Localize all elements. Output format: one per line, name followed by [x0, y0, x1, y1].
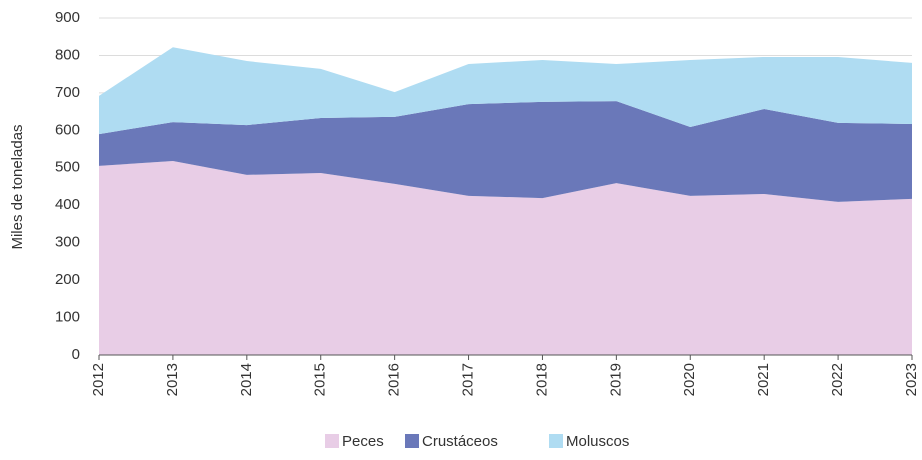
x-tick-label: 2023: [903, 363, 920, 396]
x-tick-label: 2014: [238, 363, 255, 396]
y-tick-label: 400: [55, 196, 80, 213]
y-tick-label: 0: [72, 346, 80, 363]
legend-swatch: [405, 434, 419, 448]
x-tick-label: 2022: [829, 363, 846, 396]
x-tick-label: 2021: [755, 363, 772, 396]
y-tick-label: 600: [55, 121, 80, 138]
y-tick-label: 300: [55, 234, 80, 251]
x-tick-label: 2016: [386, 363, 403, 396]
legend-label: Peces: [342, 433, 384, 450]
legend-swatch: [325, 434, 339, 448]
x-tick-label: 2017: [460, 363, 477, 396]
x-tick-label: 2018: [533, 363, 550, 396]
y-tick-label: 700: [55, 84, 80, 101]
legend-label: Moluscos: [566, 433, 629, 450]
area: [99, 47, 912, 135]
x-tick-label: 2013: [164, 363, 181, 396]
x-tick-label: 2020: [681, 363, 698, 396]
y-tick-label: 100: [55, 309, 80, 326]
legend-swatch: [549, 434, 563, 448]
y-tick-label: 800: [55, 46, 80, 63]
y-tick-label: 500: [55, 159, 80, 176]
x-tick-label: 2019: [607, 363, 624, 396]
area: [99, 161, 912, 355]
y-tick-label: 200: [55, 271, 80, 288]
x-tick-label: 2015: [312, 363, 329, 396]
y-tick-label: 900: [55, 9, 80, 26]
area: [99, 101, 912, 202]
y-axis-title: Miles de toneladas: [9, 124, 26, 249]
legend-label: Crustáceos: [422, 433, 498, 450]
x-tick-label: 2012: [90, 363, 107, 396]
